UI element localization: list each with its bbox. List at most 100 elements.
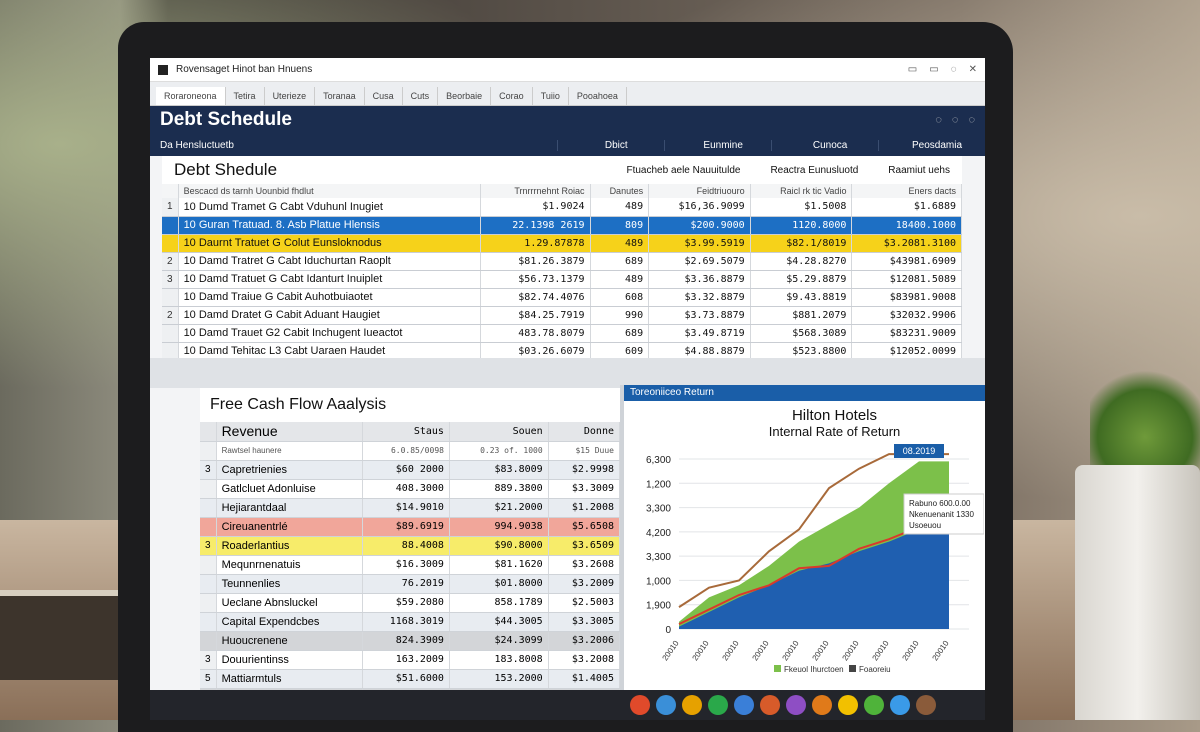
legend-label[interactable]: Fkeuol Ihurctoen bbox=[784, 665, 844, 674]
header-col[interactable]: Peosdamia bbox=[878, 139, 985, 151]
fcf-header-cell[interactable]: Staus bbox=[362, 422, 450, 442]
table-row[interactable]: 1 10 Dumd Tramet G Cabt Vduhunl Inugiet $1… bbox=[162, 198, 962, 217]
table-row[interactable]: Hejiarantdaal $14.9010 $21.2000 $1.2008 bbox=[200, 498, 621, 518]
fcf-label-cell[interactable]: Capital Expendcbes bbox=[216, 612, 363, 632]
tab[interactable]: Tetira bbox=[226, 87, 265, 105]
table-row[interactable]: 3 10 Damd Tratuet G Cabt Idanturt Inuiple… bbox=[162, 270, 962, 289]
taskbar-app-icon[interactable] bbox=[864, 695, 884, 715]
value-cell[interactable]: 990 bbox=[590, 306, 650, 325]
fcf-label-cell[interactable]: Teunnenlies bbox=[216, 574, 363, 594]
fcf-label-cell[interactable]: Mequnrnenatuis bbox=[216, 555, 363, 575]
legend-label[interactable]: Foaoreiu bbox=[859, 665, 891, 674]
value-cell[interactable]: $568.3089 bbox=[750, 324, 853, 343]
value-cell[interactable]: $2.69.5079 bbox=[648, 252, 751, 271]
table-row[interactable]: 5 Mattiarmtuls $51.6000 153.2000 $1.4005 bbox=[200, 669, 621, 689]
value-cell[interactable]: $83981.9008 bbox=[851, 288, 962, 307]
fcf-label-cell[interactable]: Hejiarantdaal bbox=[216, 498, 363, 518]
table-row[interactable]: 10 Damd Tehitac L3 Cabt Uaraen Haudet $03… bbox=[162, 342, 962, 361]
debt-name-cell[interactable]: 10 Damd Tratuet G Cabt Idanturt Inuiplet bbox=[178, 270, 482, 289]
tool-icon[interactable]: ◌ bbox=[951, 114, 959, 126]
taskbar-app-icon[interactable] bbox=[916, 695, 936, 715]
taskbar-app-icon[interactable] bbox=[682, 695, 702, 715]
header-col[interactable]: Eunmine bbox=[664, 139, 771, 151]
value-cell[interactable]: $1.2008 bbox=[548, 498, 621, 518]
value-cell[interactable]: $3.49.8719 bbox=[648, 324, 751, 343]
tab[interactable]: Roraroneona bbox=[156, 87, 226, 105]
fcf-label-cell[interactable]: Douurientinss bbox=[216, 650, 363, 670]
value-cell[interactable]: $43981.6909 bbox=[851, 252, 962, 271]
debt-name-cell[interactable]: 10 Dumd Tramet G Cabt Vduhunl Inugiet bbox=[178, 198, 482, 217]
value-cell[interactable]: $14.9010 bbox=[362, 498, 450, 518]
fcf-label-cell[interactable]: Gatlcluet Adonluise bbox=[216, 479, 363, 499]
value-cell[interactable]: $3.2006 bbox=[548, 631, 621, 651]
value-cell[interactable]: 153.2000 bbox=[449, 669, 549, 689]
table-row[interactable]: 2 10 Damd Tratret G Cabt Iduchurtan Raopl… bbox=[162, 252, 962, 271]
taskbar-app-icon[interactable] bbox=[630, 695, 650, 715]
table-row[interactable]: Capital Expendcbes 1168.3019 $44.3005 $3.30… bbox=[200, 612, 621, 632]
help-button[interactable]: ◌ bbox=[950, 64, 957, 75]
column-header[interactable]: Eners dacts bbox=[851, 184, 962, 198]
value-cell[interactable]: 489 bbox=[590, 270, 650, 289]
value-cell[interactable]: $32032.9906 bbox=[851, 306, 962, 325]
value-cell[interactable]: $3.3005 bbox=[548, 612, 621, 632]
value-cell[interactable]: $3.6509 bbox=[548, 536, 621, 556]
value-cell[interactable]: 858.1789 bbox=[449, 593, 549, 613]
tab[interactable]: Pooahoea bbox=[569, 87, 627, 105]
table-row[interactable]: 2 10 Damd Dratet G Cabit Aduant Haugiet $8… bbox=[162, 306, 962, 325]
tab[interactable]: Toranaa bbox=[315, 87, 365, 105]
tab[interactable]: Tuiio bbox=[533, 87, 569, 105]
taskbar-app-icon[interactable] bbox=[760, 695, 780, 715]
close-button[interactable]: ✕ bbox=[968, 64, 977, 75]
value-cell[interactable]: $81.26.3879 bbox=[480, 252, 591, 271]
value-cell[interactable]: $83231.9009 bbox=[851, 324, 962, 343]
fcf-header-cell[interactable]: Souen bbox=[449, 422, 549, 442]
value-cell[interactable]: 889.3800 bbox=[449, 479, 549, 499]
value-cell[interactable]: $1.4005 bbox=[548, 669, 621, 689]
value-cell[interactable]: 88.4008 bbox=[362, 536, 450, 556]
table-row[interactable]: 10 Daurnt Tratuet G Colut Eunsloknodus 1.… bbox=[162, 234, 962, 253]
value-cell[interactable]: $2.9998 bbox=[548, 460, 621, 480]
value-cell[interactable]: 18400.1000 bbox=[851, 216, 962, 235]
column-header[interactable]: Trnrrrnehnt Roiac bbox=[480, 184, 591, 198]
value-cell[interactable]: $3.2608 bbox=[548, 555, 621, 575]
tab[interactable]: Uterieze bbox=[265, 87, 316, 105]
value-cell[interactable]: $3.3009 bbox=[548, 479, 621, 499]
column-header[interactable]: Bescacd ds tarnh Uounbid fhdlut bbox=[178, 184, 482, 198]
value-cell[interactable]: 994.9038 bbox=[449, 517, 549, 537]
header-col[interactable]: Cunoca bbox=[771, 139, 878, 151]
table-row[interactable]: Ueclane Abnsluckel $59.2080 858.1789 $2.500… bbox=[200, 593, 621, 613]
value-cell[interactable]: 1168.3019 bbox=[362, 612, 450, 632]
value-cell[interactable]: $3.73.8879 bbox=[648, 306, 751, 325]
debt-name-cell[interactable]: 10 Guran Tratuad. 8. Asb Platue Hlensis bbox=[178, 216, 482, 235]
value-cell[interactable]: $44.3005 bbox=[449, 612, 549, 632]
restore-button[interactable]: ▭ bbox=[929, 64, 939, 75]
tab[interactable]: Cusa bbox=[365, 87, 403, 105]
fcf-label-cell[interactable]: Cireuanentrlé bbox=[216, 517, 363, 537]
value-cell[interactable]: 483.78.8079 bbox=[480, 324, 591, 343]
value-cell[interactable]: $51.6000 bbox=[362, 669, 450, 689]
value-cell[interactable]: 608 bbox=[590, 288, 650, 307]
value-cell[interactable]: $59.2080 bbox=[362, 593, 450, 613]
value-cell[interactable]: $881.2079 bbox=[750, 306, 853, 325]
tool-icon[interactable]: ◌ bbox=[935, 114, 942, 126]
value-cell[interactable]: $83.8009 bbox=[449, 460, 549, 480]
table-row[interactable]: Teunnenlies 76.2019 $01.8000 $3.2009 bbox=[200, 574, 621, 594]
minimize-button[interactable]: ▭ bbox=[907, 64, 918, 75]
value-cell[interactable]: 1120.8000 bbox=[750, 216, 853, 235]
table-row[interactable]: Cireuanentrlé $89.6919 994.9038 $5.6508 bbox=[200, 517, 621, 537]
table-row[interactable]: 10 Guran Tratuad. 8. Asb Platue Hlensis 2… bbox=[162, 216, 962, 235]
value-cell[interactable]: 22.1398 2619 bbox=[480, 216, 591, 235]
value-cell[interactable]: $89.6919 bbox=[362, 517, 450, 537]
value-cell[interactable]: $82.74.4076 bbox=[480, 288, 591, 307]
table-row[interactable]: Mequnrnenatuis $16.3009 $81.1620 $3.2608 bbox=[200, 555, 621, 575]
value-cell[interactable]: 408.3000 bbox=[362, 479, 450, 499]
value-cell[interactable]: $60 2000 bbox=[362, 460, 450, 480]
debt-name-cell[interactable]: 10 Damd Traiue G Cabit Auhotbuiaotet bbox=[178, 288, 482, 307]
table-row[interactable]: 3 Roaderlantius 88.4008 $90.8000 $3.6509 bbox=[200, 536, 621, 556]
value-cell[interactable]: $01.8000 bbox=[449, 574, 549, 594]
taskbar-app-icon[interactable] bbox=[890, 695, 910, 715]
taskbar-app-icon[interactable] bbox=[708, 695, 728, 715]
value-cell[interactable]: $3.2081.3100 bbox=[851, 234, 962, 253]
fcf-label-cell[interactable]: Huoucrenene bbox=[216, 631, 363, 651]
value-cell[interactable]: $9.43.8819 bbox=[750, 288, 853, 307]
